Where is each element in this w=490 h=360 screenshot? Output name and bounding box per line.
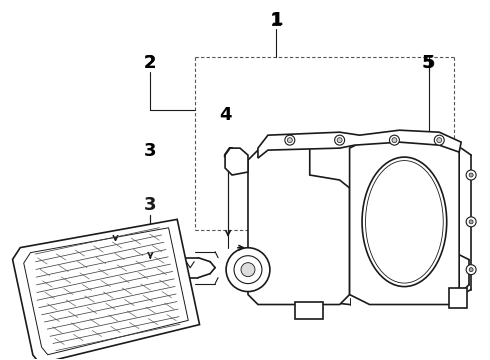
Circle shape <box>226 248 270 292</box>
Circle shape <box>241 263 255 276</box>
Circle shape <box>466 217 476 227</box>
Circle shape <box>437 138 442 143</box>
Text: 3: 3 <box>144 142 156 160</box>
Bar <box>449 288 467 307</box>
Polygon shape <box>225 148 248 175</box>
Circle shape <box>390 135 399 145</box>
Ellipse shape <box>362 157 447 287</box>
Polygon shape <box>258 130 461 158</box>
Text: 5: 5 <box>422 54 434 72</box>
Circle shape <box>335 135 344 145</box>
Circle shape <box>434 135 444 145</box>
Text: 4: 4 <box>222 146 234 164</box>
Circle shape <box>469 268 473 272</box>
Circle shape <box>392 138 397 143</box>
Bar <box>295 302 323 319</box>
Circle shape <box>234 256 262 284</box>
Circle shape <box>337 138 342 143</box>
Circle shape <box>469 173 473 177</box>
Polygon shape <box>248 138 349 305</box>
Text: 1: 1 <box>270 12 283 30</box>
Text: 2: 2 <box>144 54 156 72</box>
Circle shape <box>285 135 295 145</box>
Circle shape <box>466 170 476 180</box>
Circle shape <box>466 265 476 275</box>
Circle shape <box>469 220 473 224</box>
Polygon shape <box>349 138 459 305</box>
Text: 5: 5 <box>423 54 436 72</box>
Text: 4: 4 <box>219 107 232 125</box>
Text: 1: 1 <box>270 12 282 30</box>
Text: 2: 2 <box>144 54 157 72</box>
Polygon shape <box>13 219 199 360</box>
Text: 3: 3 <box>144 196 157 214</box>
Circle shape <box>287 138 293 143</box>
